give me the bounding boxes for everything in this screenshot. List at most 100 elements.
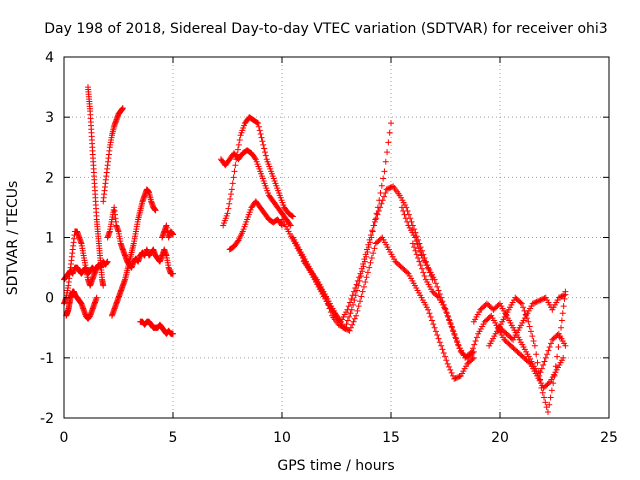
data-point xyxy=(350,301,357,308)
data-point xyxy=(421,273,428,280)
data-point xyxy=(360,283,367,290)
series-group xyxy=(486,288,569,415)
data-point xyxy=(434,283,441,290)
data-point xyxy=(426,310,433,317)
data-point xyxy=(230,174,237,181)
data-point xyxy=(537,376,544,383)
data-point xyxy=(558,324,565,331)
y-tick-label: 4 xyxy=(45,50,54,66)
data-point xyxy=(449,324,456,331)
data-point xyxy=(468,348,475,355)
data-point xyxy=(554,353,561,360)
data-point xyxy=(436,339,443,346)
data-point xyxy=(385,139,392,146)
data-point xyxy=(411,226,418,233)
data-point xyxy=(388,183,395,190)
data-point xyxy=(508,335,515,342)
grid xyxy=(64,57,609,418)
data-point xyxy=(152,207,159,214)
data-point xyxy=(559,310,566,317)
data-point xyxy=(414,241,421,248)
data-point xyxy=(401,211,408,218)
data-point xyxy=(361,258,368,265)
data-point xyxy=(344,317,351,324)
data-point xyxy=(428,317,435,324)
data-point xyxy=(451,331,458,338)
series-group xyxy=(108,186,159,319)
data-point xyxy=(558,317,565,324)
series-group xyxy=(61,228,100,307)
data-point xyxy=(439,346,446,353)
data-point xyxy=(443,310,450,317)
data-point xyxy=(517,299,524,306)
y-tick-label: 2 xyxy=(45,170,54,186)
series-group xyxy=(497,291,569,343)
data-point xyxy=(348,295,355,302)
data-point xyxy=(555,294,562,301)
data-point xyxy=(364,248,371,255)
data-point xyxy=(251,155,258,162)
data-point xyxy=(448,369,455,376)
series-group xyxy=(217,147,294,229)
y-tick-label: -1 xyxy=(40,351,54,367)
data-point xyxy=(350,288,357,295)
data-point xyxy=(354,307,361,314)
data-point xyxy=(544,408,551,415)
data-point xyxy=(360,263,367,270)
data-point xyxy=(413,238,420,245)
data-point xyxy=(532,299,539,306)
data-point xyxy=(444,360,451,367)
data-point xyxy=(432,280,439,287)
data-point xyxy=(469,345,476,352)
data-point xyxy=(400,208,407,215)
data-point xyxy=(343,321,350,328)
data-point xyxy=(386,185,393,192)
data-point xyxy=(256,127,263,134)
data-point xyxy=(430,321,437,328)
data-point xyxy=(367,259,374,266)
data-point xyxy=(93,294,100,301)
data-point xyxy=(454,339,461,346)
data-point xyxy=(547,394,554,401)
data-point xyxy=(473,334,480,341)
y-axis-label: SDTVAR / TECUs xyxy=(5,181,21,296)
data-point xyxy=(438,342,445,349)
series-group xyxy=(398,204,477,361)
data-point xyxy=(411,234,418,241)
data-point xyxy=(427,313,434,320)
data-point xyxy=(417,248,424,255)
data-point xyxy=(347,310,354,317)
data-point xyxy=(368,234,375,241)
data-point xyxy=(226,200,233,207)
data-point xyxy=(452,335,459,342)
data-point xyxy=(359,288,366,295)
data-point xyxy=(224,210,231,217)
x-tick-label: 20 xyxy=(491,430,509,446)
data-point xyxy=(541,358,548,365)
data-point xyxy=(413,251,420,258)
data-point xyxy=(380,175,387,182)
data-point xyxy=(255,123,262,130)
data-point xyxy=(445,363,452,370)
data-point xyxy=(170,330,176,337)
data-point xyxy=(412,247,419,254)
data-point xyxy=(363,274,370,281)
data-point xyxy=(370,222,377,229)
data-point xyxy=(364,269,371,276)
data-point xyxy=(381,168,388,175)
data-point xyxy=(170,231,176,238)
data-point xyxy=(529,300,536,307)
data-point xyxy=(542,354,549,361)
data-point xyxy=(562,291,569,298)
data-point xyxy=(409,240,416,247)
data-point xyxy=(431,276,438,283)
data-point xyxy=(346,313,353,320)
data-point xyxy=(447,321,454,328)
data-point xyxy=(548,340,555,347)
y-tick-label: 3 xyxy=(45,110,54,126)
y-tick-label: 1 xyxy=(45,231,54,247)
data-point xyxy=(119,105,126,112)
data-point xyxy=(541,394,548,401)
data-point xyxy=(377,189,384,196)
data-point xyxy=(520,304,527,311)
